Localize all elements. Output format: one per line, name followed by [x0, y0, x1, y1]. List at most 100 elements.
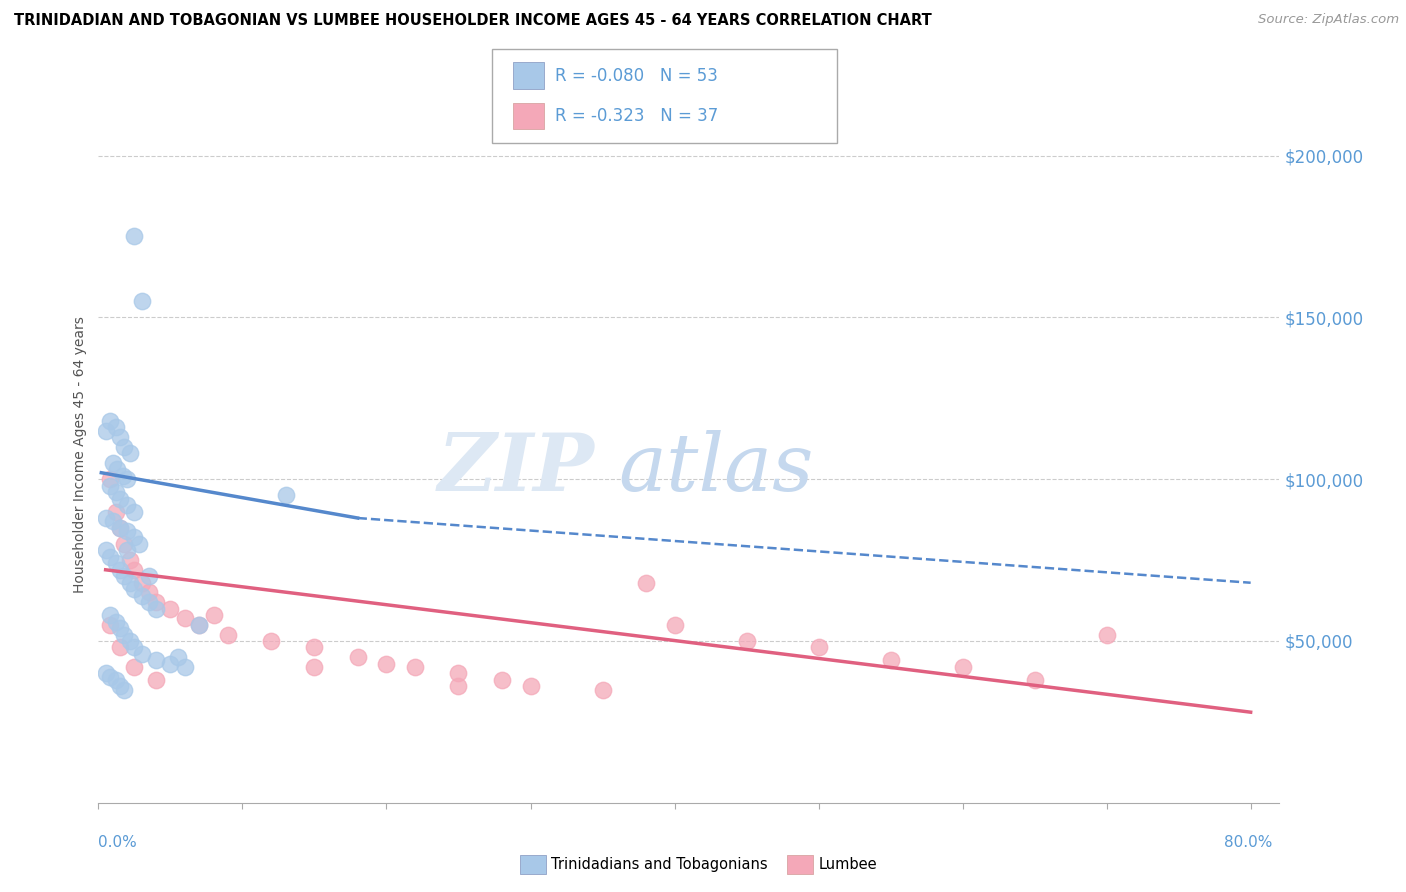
Point — [124, 660, 146, 674]
Point — [304, 640, 326, 655]
Point — [131, 589, 153, 603]
Point — [115, 498, 138, 512]
Point — [124, 504, 146, 518]
Point — [124, 640, 146, 655]
Point — [159, 657, 181, 671]
Text: ZIP: ZIP — [437, 430, 595, 508]
Point — [735, 634, 758, 648]
Point — [202, 608, 225, 623]
Point — [94, 666, 117, 681]
Point — [108, 430, 131, 444]
Point — [108, 679, 131, 693]
Point — [108, 621, 131, 635]
Point — [1095, 627, 1118, 641]
Point — [138, 595, 160, 609]
Point — [592, 682, 614, 697]
Point — [346, 650, 368, 665]
Point — [112, 537, 135, 551]
Point — [879, 653, 901, 667]
Point — [188, 617, 211, 632]
Point — [128, 537, 150, 551]
Point — [634, 575, 657, 590]
Point — [124, 531, 146, 545]
Point — [120, 634, 142, 648]
Point — [159, 601, 181, 615]
Point — [104, 557, 127, 571]
Point — [519, 679, 541, 693]
Point — [112, 440, 135, 454]
Point — [138, 569, 160, 583]
Point — [807, 640, 830, 655]
Point — [105, 462, 128, 476]
Point — [447, 679, 470, 693]
Point — [94, 511, 117, 525]
Text: atlas: atlas — [619, 430, 814, 508]
Point — [120, 553, 142, 567]
Point — [98, 414, 121, 428]
Point — [98, 549, 121, 564]
Point — [104, 673, 127, 687]
Point — [447, 666, 470, 681]
Point — [108, 521, 131, 535]
Point — [115, 543, 138, 558]
Point — [145, 601, 167, 615]
Point — [108, 521, 131, 535]
Text: R = -0.080   N = 53: R = -0.080 N = 53 — [555, 67, 718, 85]
Point — [166, 650, 188, 665]
Point — [124, 582, 146, 597]
Point — [375, 657, 398, 671]
Point — [94, 543, 117, 558]
Point — [404, 660, 426, 674]
Point — [124, 563, 146, 577]
Point — [98, 608, 121, 623]
Point — [188, 617, 211, 632]
Point — [173, 660, 195, 674]
Point — [120, 446, 142, 460]
Point — [260, 634, 283, 648]
Point — [101, 456, 124, 470]
Point — [94, 424, 117, 438]
Point — [98, 478, 121, 492]
Point — [131, 294, 153, 309]
Text: Trinidadians and Tobagonians: Trinidadians and Tobagonians — [551, 857, 768, 871]
Text: TRINIDADIAN AND TOBAGONIAN VS LUMBEE HOUSEHOLDER INCOME AGES 45 - 64 YEARS CORRE: TRINIDADIAN AND TOBAGONIAN VS LUMBEE HOU… — [14, 13, 932, 29]
Point — [131, 575, 153, 590]
Text: Source: ZipAtlas.com: Source: ZipAtlas.com — [1258, 13, 1399, 27]
Point — [1024, 673, 1046, 687]
Point — [104, 504, 127, 518]
Point — [124, 229, 146, 244]
Y-axis label: Householder Income Ages 45 - 64 years: Householder Income Ages 45 - 64 years — [73, 317, 87, 593]
Point — [173, 611, 195, 625]
Point — [98, 472, 121, 486]
Point — [952, 660, 974, 674]
Text: 0.0%: 0.0% — [98, 836, 138, 850]
Point — [112, 627, 135, 641]
Point — [112, 569, 135, 583]
Point — [111, 469, 134, 483]
Point — [138, 585, 160, 599]
Point — [115, 524, 138, 538]
Point — [145, 673, 167, 687]
Point — [104, 420, 127, 434]
Point — [145, 653, 167, 667]
Text: Lumbee: Lumbee — [818, 857, 877, 871]
Text: 80.0%: 80.0% — [1225, 836, 1272, 850]
Point — [664, 617, 686, 632]
Point — [104, 615, 127, 629]
Point — [115, 472, 138, 486]
Text: R = -0.323   N = 37: R = -0.323 N = 37 — [555, 107, 718, 125]
Point — [145, 595, 167, 609]
Point — [101, 514, 124, 528]
Point — [131, 647, 153, 661]
Point — [217, 627, 239, 641]
Point — [98, 617, 121, 632]
Point — [274, 488, 297, 502]
Point — [304, 660, 326, 674]
Point — [120, 575, 142, 590]
Point — [104, 485, 127, 500]
Point — [491, 673, 513, 687]
Point — [108, 563, 131, 577]
Point — [108, 640, 131, 655]
Point — [112, 682, 135, 697]
Point — [108, 491, 131, 506]
